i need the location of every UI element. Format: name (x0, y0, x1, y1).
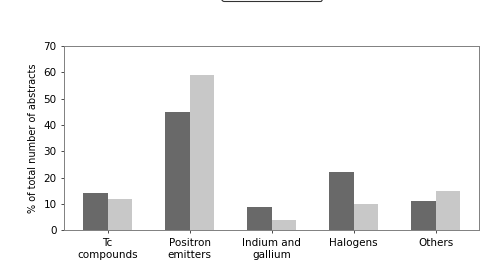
Bar (165, 112, 190, 230)
Bar (354, 204, 378, 230)
Y-axis label: % of total number of abstracts: % of total number of abstracts (28, 63, 38, 213)
Bar (329, 172, 354, 230)
Bar (411, 201, 436, 230)
Bar (272, 220, 296, 230)
Bar (190, 75, 214, 230)
Legend: 1986, 2005: 1986, 2005 (221, 0, 322, 1)
Bar (83, 193, 108, 230)
Bar (436, 191, 460, 230)
Bar (108, 199, 132, 230)
Bar (247, 207, 272, 230)
